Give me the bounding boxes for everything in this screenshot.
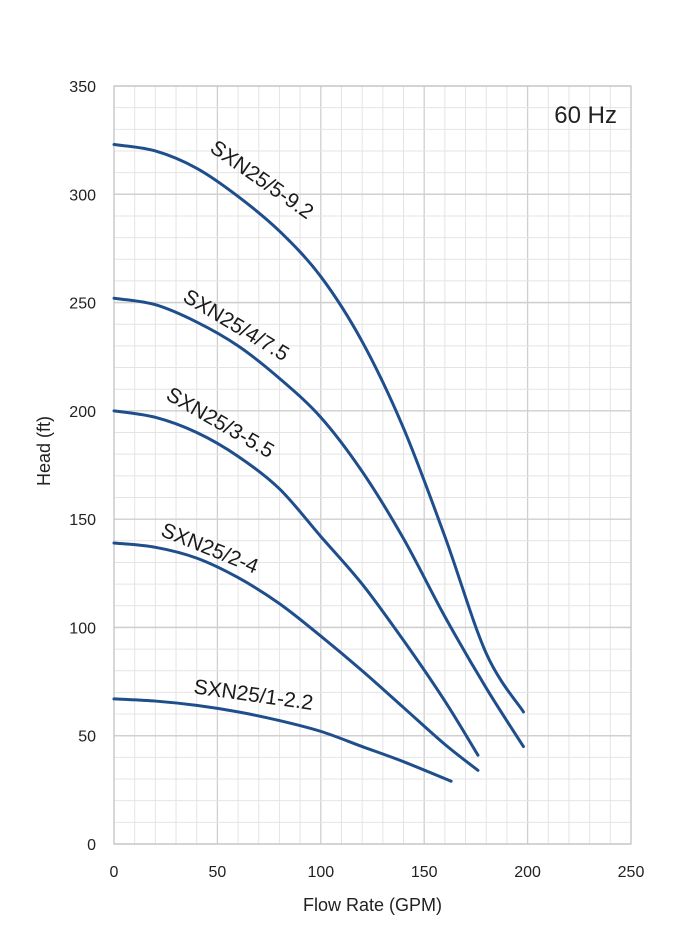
y-tick-label: 200 xyxy=(69,404,96,421)
x-tick-label: 150 xyxy=(411,864,438,881)
series-line xyxy=(112,409,480,757)
grid xyxy=(113,85,632,845)
y-axis-title: Head (ft) xyxy=(34,416,54,486)
series-label: SXN25/1-2.2 xyxy=(192,675,314,715)
frequency-annotation: 60 Hz xyxy=(554,102,617,129)
series-line xyxy=(112,142,525,714)
y-tick-label: 50 xyxy=(78,729,96,746)
y-tick-label: 250 xyxy=(69,296,96,313)
plot-frame xyxy=(113,85,632,845)
series-line xyxy=(112,697,453,783)
series-line xyxy=(112,296,525,749)
series-line xyxy=(112,541,480,772)
y-tick-label: 0 xyxy=(87,837,96,854)
x-axis-title: Flow Rate (GPM) xyxy=(303,895,442,915)
series-label: SXN25/3-5.5 xyxy=(162,383,278,463)
x-tick-label: 200 xyxy=(514,864,541,881)
curves xyxy=(112,142,525,783)
x-tick-label: 100 xyxy=(307,864,334,881)
y-tick-label: 350 xyxy=(69,79,96,96)
y-tick-label: 150 xyxy=(69,512,96,529)
x-tick-label: 50 xyxy=(209,864,227,881)
y-tick-label: 300 xyxy=(69,187,96,204)
x-tick-label: 250 xyxy=(618,864,645,881)
tick-labels: 0 50 100 150 200 250 0 50 100 150 200 250 300 350 xyxy=(69,79,644,881)
series-label: SXN25/5-9.2 xyxy=(206,136,318,224)
series-label: SXN25/4/7.5 xyxy=(179,285,293,366)
y-tick-label: 100 xyxy=(69,620,96,637)
series-label: SXN25/2-4 xyxy=(158,519,262,579)
x-tick-label: 0 xyxy=(110,864,119,881)
